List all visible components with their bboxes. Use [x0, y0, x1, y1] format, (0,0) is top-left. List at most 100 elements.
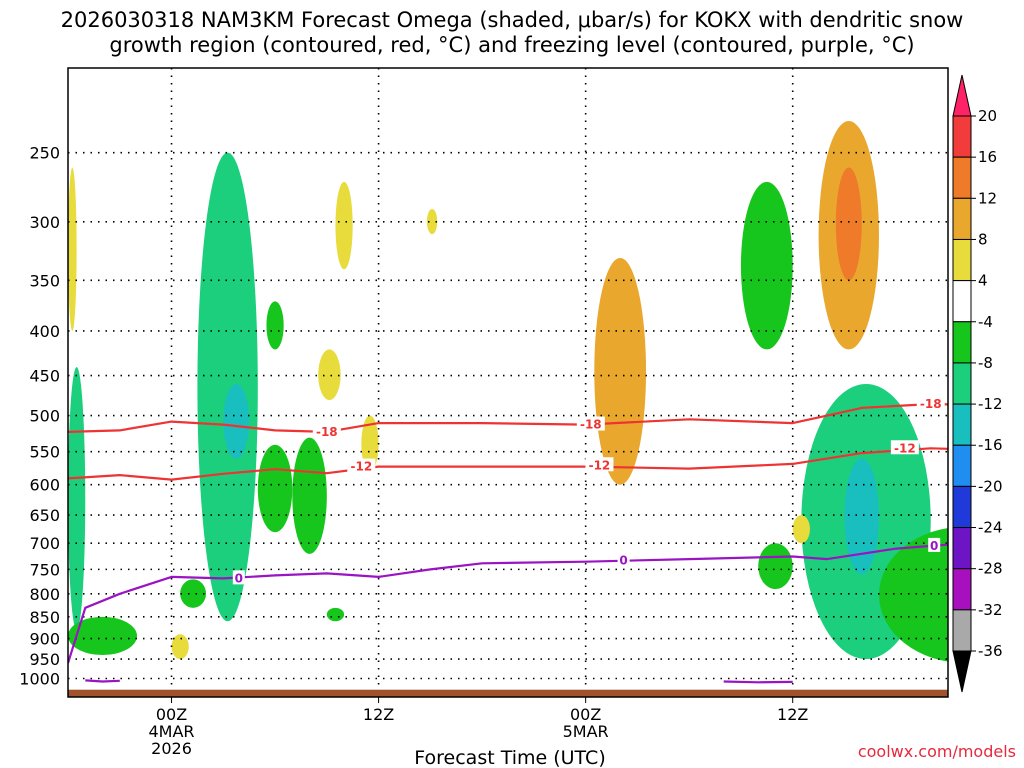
omega-region-ascent-tower-03z	[197, 152, 258, 622]
contour-label: -18	[580, 418, 602, 432]
y-tick-label: 750	[29, 560, 60, 579]
colorbar: 20 16 12 8 4 -4 -8 -12 -16 -20 -24 -28 -32 -36	[952, 74, 1003, 693]
x-tick-label: 12Z	[777, 705, 808, 724]
colorbar-segment	[952, 362, 972, 405]
y-tick-label: 500	[29, 407, 60, 426]
y-tick-label: 700	[29, 534, 60, 553]
contour-label: -12	[589, 458, 611, 472]
contour-label: 0	[930, 539, 938, 553]
contour-label-bg	[347, 458, 376, 473]
colorbar-tick-label: -20	[978, 477, 1003, 495]
colorbar-tick-label: 8	[978, 230, 988, 248]
colorbar-tick-label: 4	[978, 272, 988, 290]
colorbar-bottom-arrow	[952, 650, 972, 693]
isotherm--18	[68, 402, 948, 433]
colorbar-tick-label: -16	[978, 436, 1003, 454]
contour-label-bg	[312, 423, 341, 438]
colorbar-tick-label: 20	[978, 107, 997, 125]
x-tick-date: 5MAR	[563, 722, 609, 741]
omega-region-ascent-small-06z	[266, 301, 284, 350]
colorbar-segment	[952, 115, 972, 158]
colorbar-segment	[952, 485, 972, 529]
colorbar-tick-label: 12	[978, 189, 997, 207]
colorbar-tick-label: -28	[978, 560, 1003, 578]
omega-region-ascent-column-early	[68, 367, 86, 631]
contour-label-bg	[617, 552, 630, 567]
x-tick-date: 4MAR	[149, 722, 195, 741]
omega-region-ascent-low-left	[68, 616, 138, 656]
contour-label-bg	[916, 396, 945, 411]
colorbar-tick-label: 16	[978, 148, 997, 166]
colorbar-segment	[952, 527, 972, 570]
plot-inner: -18 -12 -18 -12 -12 -18 0 0 0	[68, 68, 948, 697]
terrain-band	[68, 689, 948, 697]
y-tick-label: 300	[29, 213, 60, 232]
omega-region-ascent-08z	[292, 437, 327, 554]
y-tick-label: 250	[29, 144, 60, 163]
y-tick-label: 950	[29, 650, 60, 669]
colorbar-segment	[952, 403, 972, 446]
colorbar-segment	[952, 156, 972, 199]
y-tick-label: 350	[29, 271, 60, 290]
colorbar-segment	[952, 568, 972, 611]
contour-label: -18	[316, 425, 338, 439]
y-tick-label: 800	[29, 585, 60, 604]
omega-region-ascent-small-09z	[326, 607, 345, 622]
contour-label: -18	[920, 397, 942, 411]
omega-region-sink-core-39z	[835, 167, 862, 281]
colorbar-segment	[952, 280, 972, 323]
omega-region-sink-core-26z	[611, 311, 629, 384]
colorbar-top-arrow	[952, 74, 972, 117]
y-tick-label: 550	[29, 443, 60, 462]
contour-label-bg	[585, 457, 614, 472]
colorbar-segment	[952, 609, 972, 652]
y-tick-label: 450	[29, 367, 60, 386]
omega-region-sink-15z	[426, 208, 438, 235]
colorbar-segment	[952, 321, 972, 364]
omega-region-sink-09z	[335, 181, 353, 270]
omega-region-ascent-low-right	[879, 527, 948, 662]
omega-region-ascent-core-38z	[844, 458, 879, 575]
contour-label-bg	[232, 570, 245, 585]
plot-area: -18 -12 -18 -12 -12 -18 0 0 0 250 300 350 400 450 500 5…	[19, 67, 949, 758]
y-tick-label: 900	[29, 630, 60, 649]
y-tick-label: 400	[29, 322, 60, 341]
isotherm-fragment	[723, 680, 793, 684]
x-tick-label: 00Z	[570, 705, 601, 724]
chart-title-line2: growth region (contoured, red, °C) and f…	[109, 33, 914, 57]
plot-frame	[67, 67, 949, 698]
contour-label: 0	[235, 571, 243, 585]
omega-region-sink-11z	[361, 415, 379, 472]
contour-label: -12	[894, 441, 916, 455]
omega-region-ascent-35z	[758, 543, 793, 590]
colorbar-tick-label: -24	[978, 519, 1003, 537]
contour-label-bg	[576, 416, 605, 431]
omega-region-sink-lower-early	[171, 634, 189, 660]
x-axis-label: Forecast Time (UTC)	[414, 747, 605, 768]
isotherm-fragment	[85, 679, 120, 683]
y-tick-label: 1000	[19, 669, 60, 688]
x-tick-year: 2026	[151, 739, 192, 758]
x-tick-label: 12Z	[363, 705, 394, 724]
contour-label: -12	[350, 460, 372, 474]
colorbar-tick-label: -12	[978, 395, 1003, 413]
omega-region-ascent-06z	[257, 444, 293, 533]
contour-label: 0	[619, 554, 627, 568]
omega-region-ascent-low-01z	[180, 579, 207, 608]
chart-title-line1: 2026030318 NAM3KM Forecast Omega (shaded…	[61, 8, 964, 32]
omega-region-sink-08z	[318, 349, 341, 401]
contour-label-bg	[890, 440, 919, 455]
colorbar-tick-label: -32	[978, 601, 1003, 619]
x-tick-label: 00Z	[156, 705, 187, 724]
credit-text: coolwx.com/models	[858, 742, 1016, 761]
colorbar-tick-label: -4	[978, 313, 993, 331]
colorbar-segment	[952, 197, 972, 240]
y-tick-label: 850	[29, 608, 60, 627]
y-tick-label: 650	[29, 506, 60, 525]
omega-region-sink-early-upper	[68, 167, 77, 331]
contour-label-bg	[928, 537, 941, 552]
omega-region-ascent-30z	[740, 181, 793, 350]
colorbar-segment	[952, 238, 972, 282]
colorbar-tick-label: -8	[978, 354, 993, 372]
